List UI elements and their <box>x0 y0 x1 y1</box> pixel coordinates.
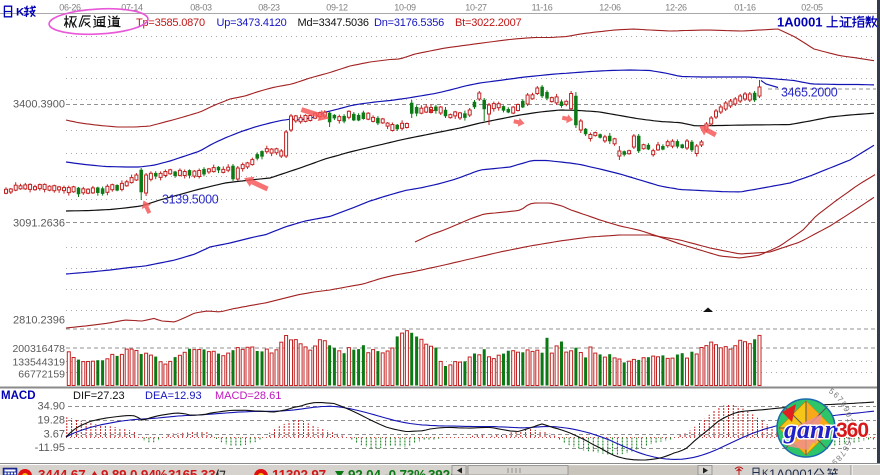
svg-text:0: 0 <box>844 411 854 419</box>
svg-text:12-06: 12-06 <box>599 3 621 13</box>
svg-text:6: 6 <box>831 390 841 400</box>
svg-text:08-23: 08-23 <box>258 3 280 13</box>
svg-text:19.28: 19.28 <box>37 415 65 427</box>
svg-text:9: 9 <box>830 457 840 467</box>
svg-text:7: 7 <box>835 395 845 405</box>
svg-text:34.90: 34.90 <box>37 401 65 413</box>
svg-text:200316478: 200316478 <box>12 343 65 355</box>
svg-text:5: 5 <box>827 387 836 397</box>
svg-text:01-16: 01-16 <box>734 3 756 13</box>
svg-text:02-05: 02-05 <box>801 3 823 13</box>
svg-text:6: 6 <box>840 444 850 453</box>
svg-text:12-26: 12-26 <box>665 3 687 13</box>
svg-text:7: 7 <box>837 449 847 458</box>
svg-text:10-27: 10-27 <box>465 3 487 13</box>
svg-text:8: 8 <box>834 453 844 463</box>
svg-text:5: 5 <box>843 440 853 448</box>
svg-text:08-03: 08-03 <box>190 3 212 13</box>
svg-text:10-09: 10-09 <box>394 3 416 13</box>
svg-text:Bt=3022.2007: Bt=3022.2007 <box>455 17 521 29</box>
svg-text:92.04 -0.73%: 92.04 -0.73% <box>348 468 426 475</box>
svg-text:3: 3 <box>846 429 855 435</box>
svg-text:3924: 3924 <box>428 468 458 475</box>
svg-text:11302.97: 11302.97 <box>272 468 326 475</box>
svg-text:Dn=3176.5356: Dn=3176.5356 <box>374 17 444 29</box>
svg-text:Md=3347.5036: Md=3347.5036 <box>298 17 369 29</box>
svg-text:MACD=28.61: MACD=28.61 <box>215 390 281 402</box>
svg-text:11-16: 11-16 <box>532 3 553 13</box>
svg-text:09-12: 09-12 <box>326 3 348 13</box>
svg-text:DIF=27.23: DIF=27.23 <box>73 390 125 402</box>
svg-text:06-26: 06-26 <box>59 3 81 13</box>
svg-text:4: 4 <box>844 435 854 442</box>
svg-text:1: 1 <box>845 417 855 423</box>
svg-text:Up=3473.4120: Up=3473.4120 <box>217 17 287 29</box>
svg-text:3139.5000: 3139.5000 <box>162 193 219 207</box>
svg-text:2: 2 <box>846 424 855 429</box>
svg-text:133544319: 133544319 <box>12 357 65 369</box>
svg-text:DEA=12.93: DEA=12.93 <box>145 390 202 402</box>
svg-text:2810.2396: 2810.2396 <box>13 315 65 327</box>
svg-text:3444.67: 3444.67 <box>38 468 85 475</box>
svg-text:66772159: 66772159 <box>18 369 65 381</box>
svg-text:K: K <box>16 6 25 18</box>
svg-text:3091.2636: 3091.2636 <box>13 218 65 230</box>
svg-text:9: 9 <box>841 405 851 413</box>
svg-text:360: 360 <box>836 419 868 442</box>
svg-text:MACD: MACD <box>1 390 36 402</box>
svg-text:3165.33: 3165.33 <box>168 468 216 475</box>
svg-text:K: K <box>762 469 769 475</box>
svg-text:1A0001: 1A0001 <box>769 467 814 475</box>
svg-text:gann: gann <box>783 415 839 444</box>
svg-text:3465.2000: 3465.2000 <box>781 86 838 100</box>
svg-text:07-14: 07-14 <box>121 3 143 13</box>
svg-text:1A0001: 1A0001 <box>777 15 823 30</box>
svg-text:Tp=3585.0870: Tp=3585.0870 <box>136 17 205 29</box>
svg-text:8: 8 <box>839 400 849 409</box>
svg-text:3400.3900: 3400.3900 <box>13 99 65 111</box>
svg-text:3.67: 3.67 <box>44 429 65 441</box>
svg-text:9.89 0.94%: 9.89 0.94% <box>101 468 168 475</box>
svg-text:-11.95: -11.95 <box>35 442 65 454</box>
